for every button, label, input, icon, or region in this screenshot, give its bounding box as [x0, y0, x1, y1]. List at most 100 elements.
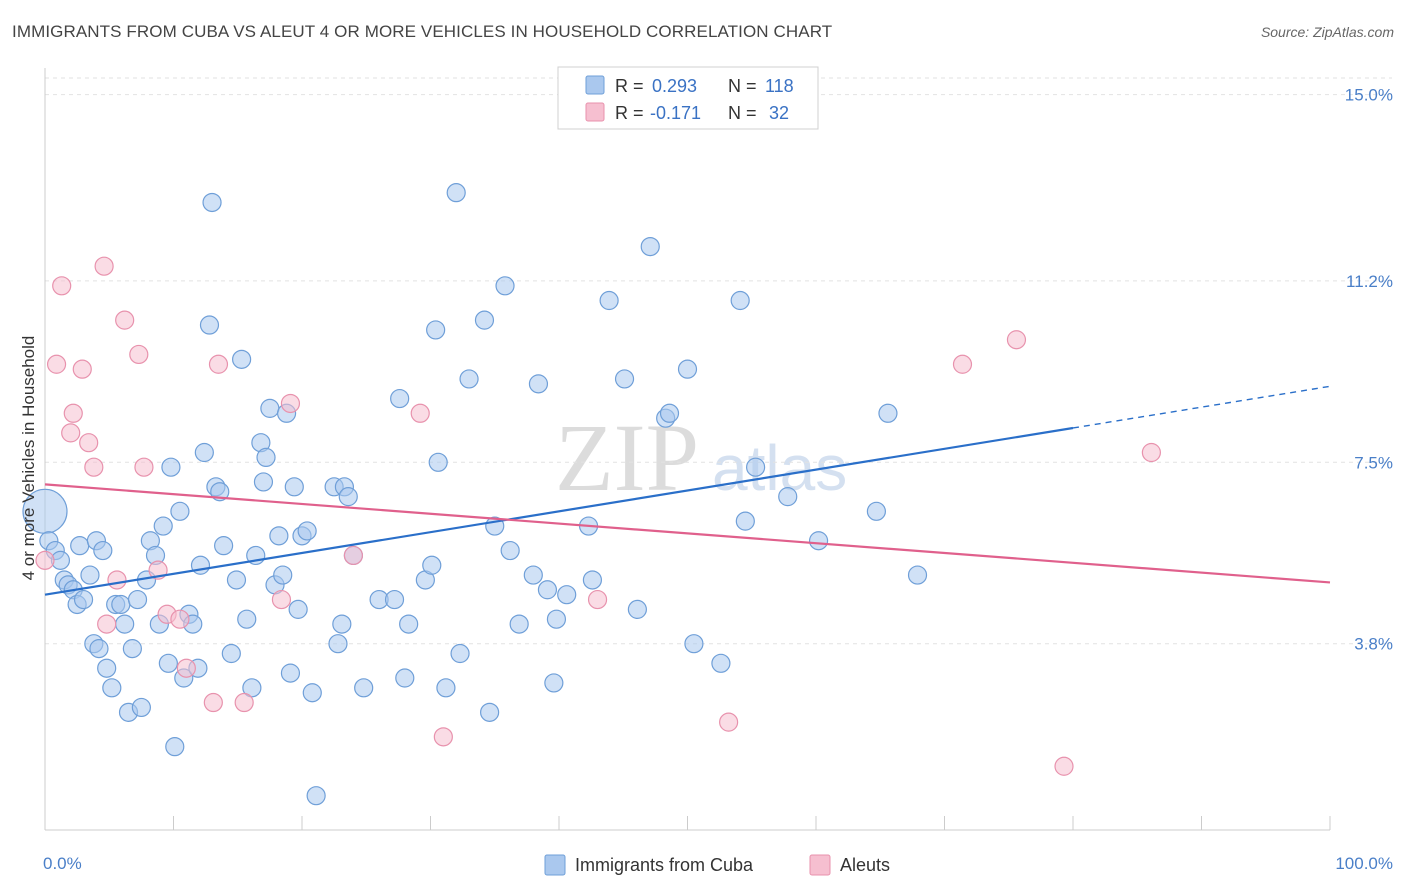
point-aleut	[107, 570, 127, 590]
source-label: Source: ZipAtlas.com	[1260, 24, 1394, 40]
point-aleut	[1141, 442, 1161, 463]
point-aleut	[410, 403, 430, 423]
point-aleut	[61, 423, 81, 443]
point-cuba	[480, 702, 500, 722]
y-tick-label: 7.5%	[1354, 453, 1393, 472]
point-cuba	[297, 521, 317, 541]
point-cuba	[582, 570, 603, 590]
point-cuba	[537, 580, 558, 600]
legend-r-value-aleut: -0.171	[650, 103, 701, 123]
point-cuba	[73, 589, 94, 610]
point-cuba	[210, 482, 230, 502]
point-cuba	[599, 290, 619, 311]
point-cuba	[866, 501, 886, 521]
point-cuba	[711, 653, 731, 673]
point-cuba	[332, 614, 352, 634]
point-cuba	[127, 589, 148, 610]
point-cuba	[474, 310, 495, 330]
point-cuba	[446, 183, 466, 203]
point-aleut	[97, 614, 117, 634]
point-cuba	[194, 442, 214, 463]
point-cuba	[395, 668, 415, 688]
point-cuba	[450, 643, 470, 664]
point-cuba	[778, 487, 798, 507]
legend-r-value-cuba: 0.293	[652, 76, 697, 96]
point-cuba	[390, 388, 410, 409]
point-cuba	[500, 540, 520, 561]
legend-r-label-aleut: R =	[615, 103, 644, 123]
point-cuba	[122, 639, 142, 659]
point-cuba	[158, 653, 178, 673]
point-cuba	[509, 614, 529, 634]
point-cuba	[354, 678, 374, 698]
point-aleut	[94, 256, 114, 276]
trend-line-cuba-extension	[1072, 385, 1331, 429]
point-aleut	[79, 433, 99, 453]
point-aleut	[719, 712, 739, 732]
point-aleut	[343, 545, 363, 566]
point-cuba	[306, 786, 326, 806]
point-cuba	[640, 236, 660, 257]
x-tick-label-min: 0.0%	[43, 854, 82, 873]
point-cuba	[338, 487, 358, 507]
y-axis-label: 4 or more Vehicles in Household	[19, 336, 38, 581]
point-cuba	[436, 678, 456, 698]
point-cuba	[677, 359, 698, 379]
tick-labels: 3.8% 7.5% 11.2% 15.0% 0.0% 100.0%	[43, 86, 1393, 873]
point-cuba	[153, 516, 173, 536]
x-tick-label-max: 100.0%	[1335, 854, 1393, 873]
point-cuba	[97, 658, 117, 678]
point-cuba	[288, 599, 308, 619]
point-cuba	[399, 614, 419, 634]
point-aleut	[952, 354, 973, 374]
point-cuba	[730, 290, 750, 311]
point-cuba	[237, 609, 257, 629]
point-aleut	[271, 589, 292, 610]
point-cuba	[93, 540, 113, 561]
point-cuba	[523, 565, 543, 585]
axes	[44, 68, 1331, 831]
point-aleut	[176, 658, 196, 678]
y-tick-label: 15.0%	[1345, 86, 1393, 105]
top-legend: R = 0.293 N = 118 R = -0.171 N = 32	[557, 66, 819, 130]
point-cuba	[627, 599, 647, 619]
point-aleut	[84, 457, 104, 477]
point-aleut	[433, 727, 453, 747]
point-cuba	[302, 683, 322, 703]
point-aleut	[72, 359, 92, 379]
point-cuba	[170, 501, 190, 521]
point-aleut	[234, 692, 254, 713]
point-cuba	[111, 594, 131, 615]
point-cuba	[544, 673, 564, 693]
point-cuba	[70, 536, 90, 556]
point-cuba	[684, 634, 704, 654]
point-aleut	[46, 354, 67, 374]
point-cuba	[102, 678, 122, 698]
y-tick-label: 11.2%	[1346, 272, 1393, 291]
point-cuba	[115, 614, 135, 634]
trend-lines	[44, 385, 1331, 596]
legend-swatch-aleut	[585, 102, 605, 122]
point-aleut	[1006, 330, 1027, 350]
legend-n-value-cuba: 118	[765, 76, 794, 96]
point-cuba	[256, 447, 276, 468]
watermark-zip: ZIP	[555, 404, 699, 511]
point-cuba	[273, 565, 293, 585]
point-cuba	[428, 452, 448, 472]
bottom-legend-swatch-aleut	[809, 854, 831, 876]
point-cuba	[907, 565, 928, 585]
legend-swatch-cuba	[585, 75, 605, 95]
point-cuba	[808, 531, 829, 551]
bottom-legend-label-aleut: Aleuts	[840, 855, 890, 875]
point-cuba	[161, 457, 181, 477]
point-cuba	[459, 369, 479, 389]
point-cuba	[284, 477, 304, 497]
point-aleut	[52, 276, 72, 296]
series-aleut-points	[35, 256, 1161, 776]
point-cuba	[878, 403, 898, 423]
legend-n-value-aleut: 32	[769, 103, 789, 123]
point-aleut	[115, 310, 135, 330]
point-aleut	[203, 692, 223, 713]
point-aleut	[35, 550, 55, 570]
